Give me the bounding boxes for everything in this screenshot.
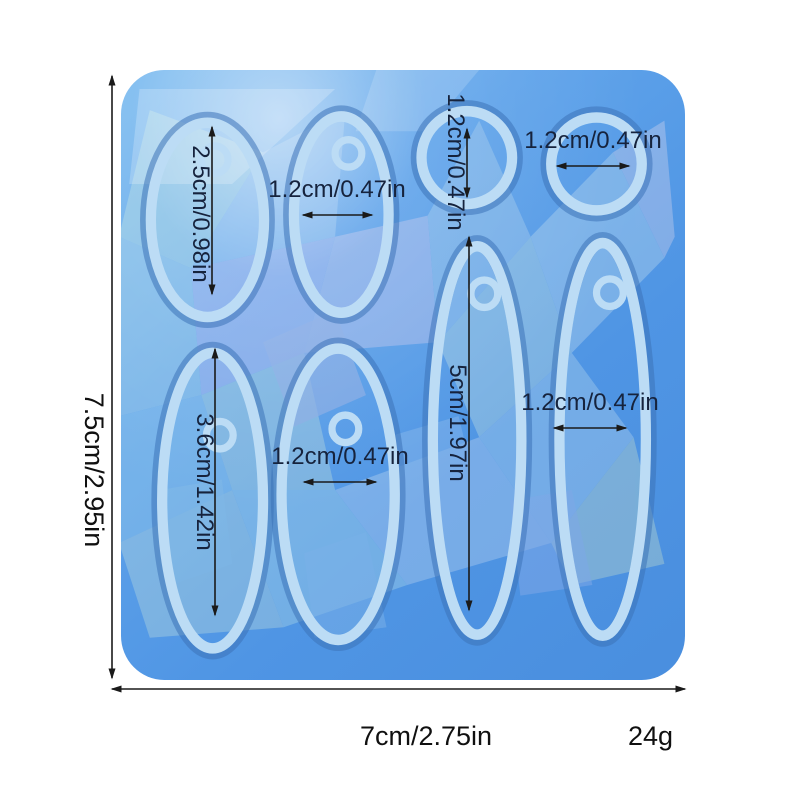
- svg-text:7cm/2.75in: 7cm/2.75in: [360, 721, 492, 751]
- svg-text:5cm/1.97in: 5cm/1.97in: [444, 364, 471, 481]
- svg-text:3.6cm/1.42in: 3.6cm/1.42in: [191, 413, 218, 550]
- svg-text:1.2cm/0.47in: 1.2cm/0.47in: [271, 443, 408, 470]
- svg-text:1.2cm/0.47in: 1.2cm/0.47in: [442, 93, 469, 230]
- svg-text:1.2cm/0.47in: 1.2cm/0.47in: [524, 127, 661, 154]
- svg-text:1.2cm/0.47in: 1.2cm/0.47in: [268, 176, 405, 203]
- svg-text:1.2cm/0.47in: 1.2cm/0.47in: [521, 389, 658, 416]
- svg-text:24g: 24g: [628, 721, 673, 751]
- svg-text:2.5cm/0.98in: 2.5cm/0.98in: [187, 145, 214, 282]
- svg-text:7.5cm/2.95in: 7.5cm/2.95in: [79, 393, 109, 548]
